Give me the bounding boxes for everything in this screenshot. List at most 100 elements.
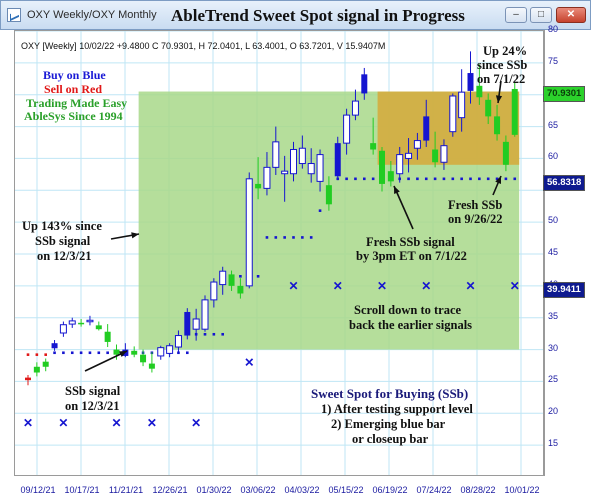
x-tick-label: 09/12/21 [20, 485, 56, 495]
x-tick-label: 10/01/22 [504, 485, 540, 495]
candle-body [494, 116, 501, 135]
chart-heading: AbleTrend Sweet Spot signal in Progress [171, 6, 465, 25]
y-tick-label: 25 [548, 374, 559, 385]
last-price-box: 70.9301 [543, 86, 586, 102]
x-mark: ✕ [244, 355, 254, 369]
legend-buy: Buy on Blue [43, 68, 106, 82]
x-mark: ✕ [147, 416, 157, 430]
candlestick-chart: ✕ ✕ ✕ ✕ ✕ ✕ ✕ ✕ ✕ ✕ ✕ ✕ [15, 31, 543, 475]
support-dot [371, 177, 375, 181]
annotation-ssb-line2: on 12/3/21 [65, 399, 120, 413]
candle-body [298, 147, 306, 165]
candle-body [140, 354, 147, 363]
candle-body [192, 318, 200, 330]
annotation-up24-line1: Up 24% [483, 44, 528, 58]
candle-body [379, 150, 385, 184]
candle-body [405, 152, 413, 159]
close-button[interactable]: ✕ [556, 7, 586, 23]
candle-body [228, 274, 235, 286]
annotation-up24-line2: since SSb [477, 58, 528, 72]
candle-body [51, 343, 58, 349]
support-dot [292, 236, 295, 239]
candle-body [42, 361, 49, 367]
x-tick-label: 12/26/21 [152, 485, 188, 495]
y-tick-label: 35 [548, 310, 559, 321]
date-axis: 09/12/21 10/17/21 11/21/21 12/26/21 01/30/22… [14, 476, 591, 500]
candle-body [131, 350, 138, 355]
candle-body [263, 166, 271, 189]
candle-body [361, 74, 368, 94]
support-dot [62, 351, 65, 355]
candle-body [255, 183, 262, 189]
candle-body [78, 322, 85, 325]
annotation-up24-line3: on 7/1/22 [477, 72, 526, 86]
support-dot [424, 177, 428, 181]
sweet-spot-title: Sweet Spot for Buying (SSb) [311, 386, 469, 401]
x-mark: ✕ [377, 279, 387, 293]
annotation-up143-line3: on 12/3/21 [37, 249, 92, 263]
candle-body [458, 91, 466, 119]
support-dot [203, 332, 207, 336]
support-dot [504, 177, 508, 181]
support-dot [265, 236, 269, 239]
annotation-scroll-line2: back the earlier signals [349, 318, 473, 332]
candle-body [166, 345, 174, 354]
annotation-arrow [84, 350, 128, 372]
y-tick-label: 75 [548, 55, 559, 66]
annotation-fresh-jul-line2: by 3pm ET on 7/1/22 [356, 249, 467, 263]
candle-body [184, 311, 191, 336]
candle-body [113, 349, 120, 355]
candle-body [476, 85, 483, 98]
candle-body [219, 270, 227, 286]
legend-brand: AbleSys Since 1994 [24, 109, 123, 123]
y-tick-label: 45 [548, 247, 559, 257]
candle-body [272, 141, 280, 168]
x-mark: ✕ [465, 279, 475, 293]
y-tick-label: 80 [548, 24, 559, 34]
support-dot [283, 236, 286, 239]
chart-plot-area[interactable]: ✕ ✕ ✕ ✕ ✕ ✕ ✕ ✕ ✕ ✕ ✕ ✕ OXY [Weekly] 10/02/22 +9.48… [14, 30, 544, 476]
candle-body [59, 324, 67, 334]
support-dot [212, 332, 216, 336]
candle-body [432, 149, 439, 163]
annotation-fresh-sep-line2: on 9/26/22 [448, 212, 503, 226]
support-dot [416, 177, 419, 181]
x-mark: ✕ [58, 416, 68, 430]
support-dot [478, 177, 481, 181]
candle-body [370, 143, 377, 150]
x-mark: ✕ [191, 416, 201, 430]
support-dot [495, 177, 499, 181]
chart-app-icon [7, 8, 21, 22]
x-level-price-box: 39.9411 [543, 282, 585, 298]
arrowhead [119, 351, 127, 357]
resistance-dot [26, 353, 30, 356]
x-tick-label: 10/17/21 [64, 485, 100, 495]
window-title: OXY Weekly/OXY Monthly [27, 9, 157, 21]
candle-body [387, 171, 394, 182]
annotation-ssb-line1: SSb signal [65, 384, 121, 398]
support-dot [486, 177, 490, 181]
candle-body [174, 335, 182, 348]
x-tick-label: 03/06/22 [240, 485, 276, 495]
arrowhead [495, 176, 502, 184]
stop-price-box: 56.8318 [543, 175, 586, 191]
candle-body [413, 140, 421, 149]
x-mark: ✕ [111, 416, 121, 430]
x-tick-label: 01/30/22 [196, 485, 232, 495]
maximize-button[interactable]: □ [530, 7, 552, 23]
support-dot [442, 177, 446, 181]
sweet-spot-item-3: or closeup bar [352, 432, 429, 446]
support-dot [407, 177, 410, 181]
x-tick-label: 07/24/22 [416, 485, 452, 495]
support-dot [274, 236, 278, 239]
annotation-fresh-jul-line1: Fresh SSb signal [366, 235, 455, 249]
minimize-button[interactable]: – [505, 7, 527, 23]
candle-body [334, 143, 341, 177]
support-dot [53, 351, 56, 355]
annotation-arrow [393, 185, 414, 230]
candle-body [440, 145, 448, 163]
candle-body [485, 99, 492, 117]
candle-body [449, 95, 457, 133]
y-tick-label: 50 [548, 215, 559, 226]
candle-body [237, 285, 244, 294]
